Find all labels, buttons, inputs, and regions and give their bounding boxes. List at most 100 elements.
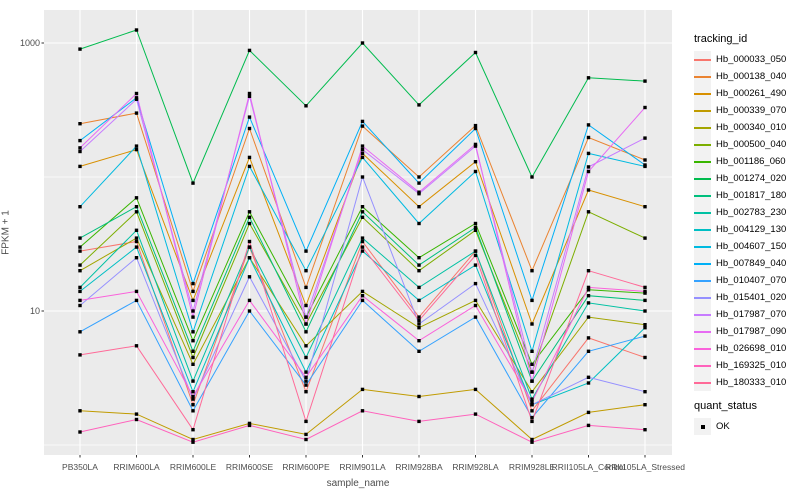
data-point xyxy=(191,349,195,353)
data-point xyxy=(247,221,252,226)
legend-key-swatch xyxy=(694,136,711,153)
data-point xyxy=(643,285,647,290)
data-point xyxy=(134,210,139,214)
x-tick-label: RRIM928BA xyxy=(395,462,443,472)
data-point xyxy=(247,94,252,98)
data-point xyxy=(473,281,478,286)
data-point xyxy=(360,387,365,392)
data-point xyxy=(417,175,421,179)
data-point xyxy=(191,330,195,334)
legend-key-swatch xyxy=(694,323,711,340)
data-point xyxy=(360,205,365,209)
y-axis-title: FPKM + 1 xyxy=(0,210,12,255)
data-point xyxy=(643,326,647,330)
legend-item-ok: OK xyxy=(688,418,800,435)
series-color-line-icon xyxy=(694,228,711,231)
data-point xyxy=(586,410,591,415)
data-point xyxy=(304,375,308,379)
data-point xyxy=(191,298,195,303)
data-point xyxy=(530,349,534,353)
data-point xyxy=(304,383,308,387)
data-point xyxy=(304,379,308,383)
legend-item-Hb_004129_130: Hb_004129_130 xyxy=(688,221,800,238)
series-color-line-icon xyxy=(694,160,711,163)
data-point xyxy=(417,315,421,319)
x-tick-label: RRIM600PE xyxy=(282,462,330,472)
data-point xyxy=(247,245,252,249)
data-point xyxy=(473,160,478,164)
data-point xyxy=(530,298,534,303)
legend-key-swatch xyxy=(694,187,711,204)
series-color-line-icon xyxy=(694,330,711,333)
legend-item-Hb_000138_040: Hb_000138_040 xyxy=(688,68,800,85)
data-point xyxy=(247,164,252,169)
data-point xyxy=(191,397,195,401)
data-point xyxy=(643,298,647,303)
data-point xyxy=(473,169,478,174)
data-point xyxy=(643,105,647,110)
data-point xyxy=(134,111,139,115)
data-point xyxy=(304,303,308,308)
data-point xyxy=(417,318,421,323)
data-point xyxy=(586,210,591,214)
data-point xyxy=(78,409,82,413)
data-point xyxy=(134,97,139,101)
series-color-line-icon xyxy=(694,313,711,316)
data-point xyxy=(643,309,647,313)
series-color-line-icon xyxy=(694,75,711,78)
data-point xyxy=(473,315,478,319)
data-point xyxy=(304,355,308,360)
data-point xyxy=(473,123,478,128)
data-point xyxy=(247,309,252,313)
legend-title-quant-status: quant_status xyxy=(694,400,757,412)
tracking-id-legend: tracking_id Hb_000033_050 Hb_000138_040 Hb… xyxy=(688,33,800,391)
data-point xyxy=(417,205,421,209)
legend-item-Hb_015401_020: Hb_015401_020 xyxy=(688,289,800,306)
data-point xyxy=(78,122,82,126)
legend-key-swatch xyxy=(694,68,711,85)
data-point xyxy=(473,298,478,303)
x-axis-title: sample_name xyxy=(326,478,390,489)
legend-item-Hb_004607_150: Hb_004607_150 xyxy=(688,238,800,255)
legend-item-label: Hb_007849_040 xyxy=(716,258,787,269)
data-point xyxy=(473,412,478,416)
data-point xyxy=(586,349,591,353)
data-point xyxy=(304,249,308,253)
legend-key-swatch xyxy=(694,340,711,357)
data-point xyxy=(473,50,478,55)
legend-item-Hb_002783_230: Hb_002783_230 xyxy=(688,204,800,221)
data-point xyxy=(78,353,82,357)
data-point xyxy=(360,210,365,214)
data-point xyxy=(191,390,195,394)
series-color-line-icon xyxy=(694,245,711,248)
series-color-line-icon xyxy=(694,364,711,367)
data-point xyxy=(473,221,478,226)
data-point xyxy=(360,294,365,298)
data-point xyxy=(134,236,139,240)
legend-key-swatch xyxy=(694,255,711,272)
legend-item-label: Hb_015401_020 xyxy=(716,292,787,303)
legend-item-Hb_001817_180: Hb_001817_180 xyxy=(688,187,800,204)
data-point xyxy=(530,379,534,383)
data-point xyxy=(643,158,647,162)
data-point xyxy=(360,155,365,160)
data-point xyxy=(304,370,308,374)
data-point xyxy=(78,330,82,334)
data-point xyxy=(191,355,195,360)
data-point xyxy=(247,155,252,160)
data-point xyxy=(191,289,195,294)
data-point xyxy=(530,390,534,394)
data-point xyxy=(417,349,421,353)
data-point xyxy=(360,119,365,124)
data-point xyxy=(417,339,421,343)
legend-key-swatch xyxy=(694,272,711,289)
data-point xyxy=(643,323,647,327)
data-point xyxy=(643,403,647,407)
data-point xyxy=(247,91,252,96)
y-tick-label-1000: 1000 xyxy=(19,38,40,48)
series-color-line-icon xyxy=(694,126,711,129)
data-point xyxy=(586,336,591,340)
data-point xyxy=(586,188,591,192)
data-point xyxy=(586,76,591,80)
series-color-line-icon xyxy=(694,211,711,214)
